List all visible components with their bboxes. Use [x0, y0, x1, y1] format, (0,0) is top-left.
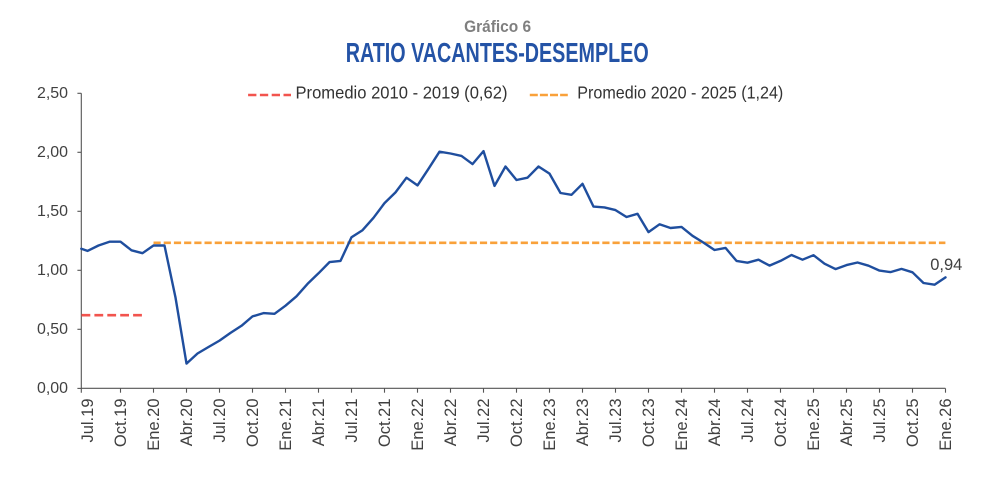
svg-text:2,00: 2,00	[37, 144, 68, 161]
svg-text:Ene.25: Ene.25	[805, 399, 823, 451]
svg-text:0,00: 0,00	[37, 380, 68, 397]
svg-text:Ene.21: Ene.21	[277, 399, 295, 451]
svg-text:Jul.22: Jul.22	[475, 399, 493, 443]
svg-text:Oct.24: Oct.24	[772, 399, 790, 448]
svg-text:Ene.20: Ene.20	[145, 399, 163, 451]
svg-text:Abr.21: Abr.21	[310, 399, 328, 447]
svg-text:Abr.22: Abr.22	[442, 399, 460, 447]
svg-text:Abr.24: Abr.24	[706, 399, 724, 447]
svg-text:RATIO VACANTES-DESEMPLEO: RATIO VACANTES-DESEMPLEO	[346, 37, 649, 68]
svg-text:Ene.22: Ene.22	[409, 399, 427, 451]
svg-text:Promedio 2010 - 2019 (0,62): Promedio 2010 - 2019 (0,62)	[296, 83, 508, 103]
svg-text:Jul.19: Jul.19	[79, 399, 97, 443]
svg-text:Oct.20: Oct.20	[244, 399, 262, 448]
svg-text:2,50: 2,50	[37, 85, 68, 102]
svg-text:0,94: 0,94	[930, 256, 962, 274]
svg-text:Jul.24: Jul.24	[739, 399, 757, 443]
svg-text:Abr.23: Abr.23	[574, 399, 592, 447]
svg-text:Jul.25: Jul.25	[871, 399, 889, 443]
svg-text:Promedio 2020 - 2025 (1,24): Promedio 2020 - 2025 (1,24)	[577, 83, 783, 103]
svg-text:Abr.25: Abr.25	[838, 399, 856, 447]
svg-text:Oct.21: Oct.21	[376, 399, 394, 448]
svg-text:Oct.19: Oct.19	[112, 399, 130, 448]
svg-text:Oct.22: Oct.22	[508, 399, 526, 448]
svg-text:Jul.23: Jul.23	[607, 399, 625, 443]
svg-text:Gráfico 6: Gráfico 6	[464, 18, 531, 36]
svg-text:Ene.24: Ene.24	[673, 399, 691, 451]
svg-text:Jul.21: Jul.21	[343, 399, 361, 443]
svg-text:Abr.20: Abr.20	[178, 399, 196, 447]
svg-text:1,50: 1,50	[37, 203, 68, 220]
svg-text:1,00: 1,00	[37, 262, 68, 279]
svg-text:Oct.25: Oct.25	[904, 399, 922, 448]
svg-text:Oct.23: Oct.23	[640, 399, 658, 448]
svg-text:0,50: 0,50	[37, 321, 68, 338]
svg-text:Ene.23: Ene.23	[541, 399, 559, 451]
svg-text:Jul.20: Jul.20	[211, 399, 229, 443]
svg-text:Ene.26: Ene.26	[937, 399, 955, 451]
